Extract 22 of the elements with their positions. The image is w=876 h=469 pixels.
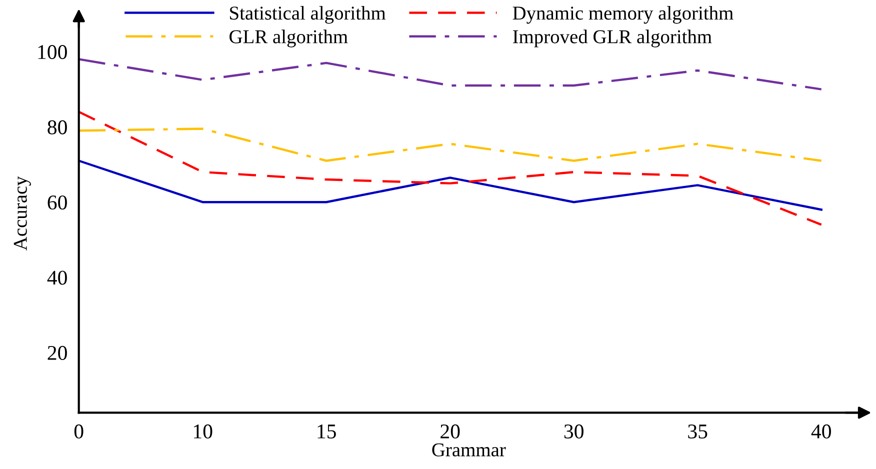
x-tick-label: 35 <box>688 424 708 438</box>
y-tick-label: 80 <box>48 120 67 134</box>
x-tick-label: 15 <box>318 424 336 438</box>
x-tick-label: 20 <box>440 424 460 438</box>
line-series <box>78 110 822 226</box>
line-series <box>78 58 822 90</box>
legend-label: Improved GLR algorithm <box>512 30 712 48</box>
line-series <box>78 160 822 211</box>
legend-label: Statistical algorithm <box>230 6 386 24</box>
x-axis-title: Grammar <box>432 443 506 456</box>
line-series <box>78 128 822 162</box>
y-axis-title: Accuracy <box>14 176 31 250</box>
x-tick-label: 40 <box>811 424 831 438</box>
x-tick-label: 0 <box>74 424 84 438</box>
y-tick-label: 40 <box>47 270 67 285</box>
legend-label: GLR algorithm <box>230 30 348 48</box>
x-tick-label: 30 <box>564 424 584 438</box>
y-tick-label: 60 <box>48 195 67 210</box>
legend-label: Dynamic memory algorithm <box>512 6 734 24</box>
x-tick-label: 10 <box>194 424 212 438</box>
y-tick-label: 100 <box>38 45 67 60</box>
y-tick-label: 20 <box>48 346 67 360</box>
